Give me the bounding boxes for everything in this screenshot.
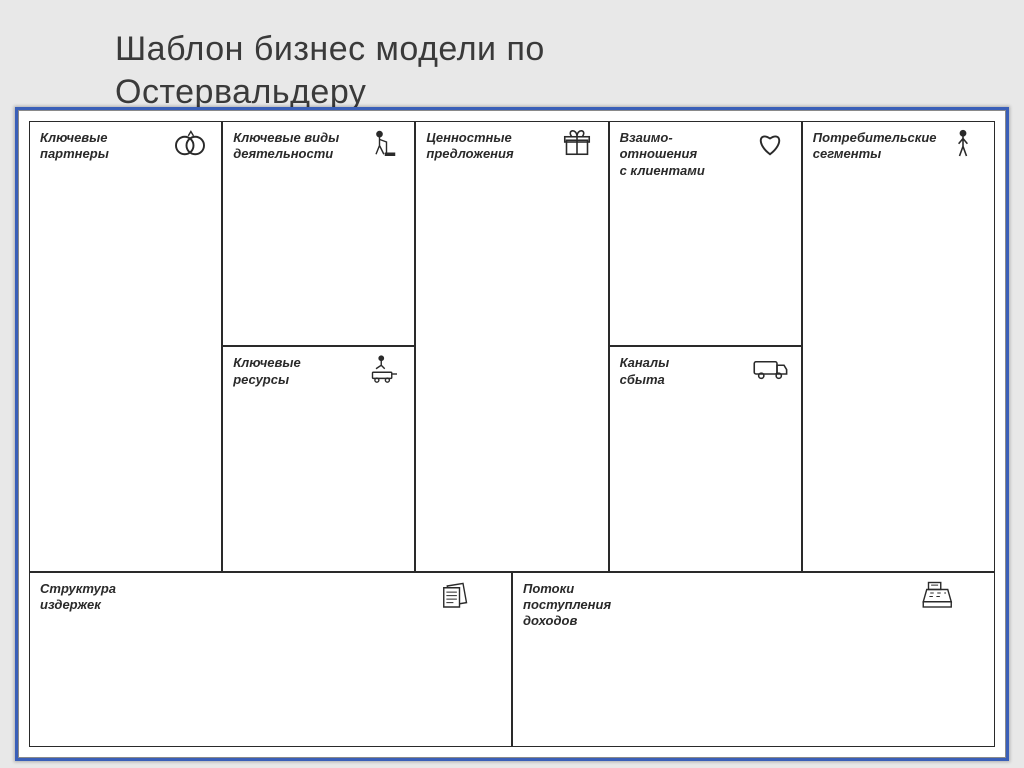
heart-icon [749,128,791,164]
cell-key-resources: Ключевыересурсы [222,346,415,571]
label-channels: Каналысбыта [620,355,740,388]
cell-channels: Каналысбыта [609,346,802,571]
slide-title: Шаблон бизнес модели по Остервальдеру [0,0,1024,113]
cart-icon [362,353,404,389]
label-customer-relations: Взаимо-отношенияс клиентами [620,130,740,179]
canvas-grid: Ключевыепартнеры Ключевые видыдеятельнос… [29,121,995,747]
cell-cost-structure: Структураиздержек [29,572,512,747]
slide-title-line1: Шаблон бизнес модели по [115,30,545,68]
cell-value-propositions: Ценностныепредложения [415,121,608,572]
cell-revenue-streams: Потоки поступлениядоходов [512,572,995,747]
worker-icon [362,128,404,164]
business-model-canvas: Ключевыепартнеры Ключевые видыдеятельнос… [18,110,1006,758]
slide-title-line2: Остервальдеру [115,73,366,111]
cell-customer-segments: Потребительскиесегменты [802,121,995,572]
label-customer-segments: Потребительскиесегменты [813,130,933,163]
cell-customer-relations: Взаимо-отношенияс клиентами [609,121,802,346]
label-key-resources: Ключевыересурсы [233,355,353,388]
cash-register-icon [918,579,960,615]
papers-icon [435,579,477,615]
cell-key-activities: Ключевые видыдеятельности [222,121,415,346]
rings-icon [169,128,211,164]
gift-icon [556,128,598,164]
truck-icon [749,353,791,389]
label-key-activities: Ключевые видыдеятельности [233,130,353,163]
person-icon [942,128,984,164]
label-value-propositions: Ценностныепредложения [426,130,546,163]
label-cost-structure: Структураиздержек [40,581,160,614]
label-revenue-streams: Потоки поступлениядоходов [523,581,643,630]
cell-key-partners: Ключевыепартнеры [29,121,222,572]
label-key-partners: Ключевыепартнеры [40,130,160,163]
